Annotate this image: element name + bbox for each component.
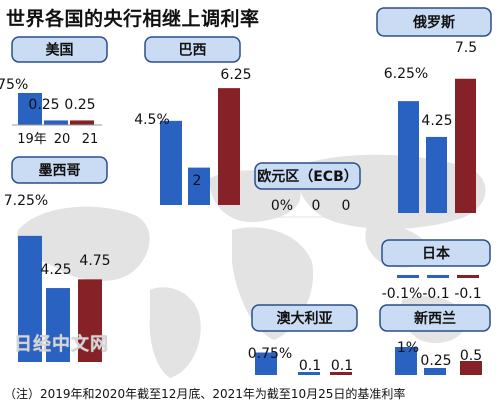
data-label: 6.25% bbox=[384, 66, 428, 82]
data-label: 0 bbox=[312, 198, 321, 214]
map-landmass bbox=[17, 206, 150, 282]
tick-label: 20 bbox=[54, 132, 71, 147]
data-label: 4.75 bbox=[79, 253, 110, 269]
tick-label: 19年 bbox=[17, 132, 47, 147]
bar bbox=[457, 275, 479, 278]
bar bbox=[218, 88, 240, 205]
data-label: 0.1 bbox=[299, 358, 321, 374]
panel-label: 欧元区（ECB） bbox=[257, 168, 358, 185]
bar bbox=[188, 167, 210, 205]
chart-title: 世界各国的央行相继上调利率 bbox=[6, 8, 260, 30]
bar bbox=[427, 275, 449, 278]
panel-label: 巴西 bbox=[179, 43, 207, 59]
data-label: 7.25% bbox=[4, 193, 48, 209]
panel-label: 墨西哥 bbox=[39, 163, 81, 179]
panel-3: 俄罗斯 6.25% 4.25 7.5 bbox=[376, 7, 492, 213]
panel-label-box bbox=[376, 7, 492, 37]
data-label: 0.25 bbox=[64, 97, 95, 113]
bar bbox=[46, 288, 70, 362]
data-label: 4.25 bbox=[421, 113, 452, 129]
panel-label: 美国 bbox=[46, 42, 74, 59]
data-label: 0.75% bbox=[248, 346, 292, 362]
bar bbox=[255, 352, 277, 375]
bar bbox=[455, 78, 476, 213]
bar bbox=[424, 368, 446, 375]
bar bbox=[398, 101, 419, 213]
panel-label: 俄罗斯 bbox=[412, 14, 455, 31]
bar bbox=[330, 372, 352, 375]
bar bbox=[426, 136, 447, 213]
map-landmass bbox=[149, 287, 201, 378]
panel-label-box bbox=[379, 304, 491, 332]
panel-label: 澳大利亚 bbox=[277, 310, 333, 327]
data-label: 4.25 bbox=[40, 262, 71, 278]
panel-label-box bbox=[11, 156, 108, 184]
panel-label: 日本 bbox=[422, 245, 451, 262]
panel-label-box bbox=[11, 36, 108, 63]
data-label: 0% bbox=[271, 198, 293, 214]
bar bbox=[18, 235, 42, 362]
bar bbox=[395, 347, 417, 375]
bar bbox=[18, 92, 42, 125]
panel-label-box bbox=[254, 162, 361, 190]
bar bbox=[160, 120, 182, 205]
footnote: （注）2019年和2020年截至12月底、2021年为截至10月25日的基准利率 bbox=[4, 387, 406, 401]
data-label: 6.25 bbox=[220, 67, 251, 83]
bar bbox=[70, 120, 94, 125]
data-label: 0.5 bbox=[460, 348, 482, 364]
data-label: 0.1 bbox=[331, 358, 353, 374]
data-label: 4.5% bbox=[134, 112, 170, 128]
panel-label-box bbox=[144, 36, 241, 63]
data-label: 0 bbox=[342, 198, 351, 214]
panel-4: 墨西哥 7.25% 4.25 4.75 bbox=[4, 156, 111, 362]
data-label: 7.5 bbox=[455, 40, 477, 56]
data-label: 2 bbox=[193, 173, 202, 189]
bar bbox=[78, 279, 102, 362]
panel-2: 巴西 4.5% 2 6.25 bbox=[134, 36, 252, 205]
panel-label: 新西兰 bbox=[414, 310, 456, 327]
panel-label-box bbox=[381, 239, 491, 267]
bar bbox=[44, 120, 68, 125]
data-label: 1.75% bbox=[0, 77, 28, 93]
panel-5: 欧元区（ECB） 0% 0 0 bbox=[254, 162, 361, 218]
watermark: 日经中文网 bbox=[14, 334, 109, 355]
data-label: 0.25 bbox=[28, 97, 59, 113]
data-label: -0.1 bbox=[454, 286, 481, 302]
data-label: 0.25 bbox=[420, 353, 451, 369]
data-label: -0.1% bbox=[382, 286, 423, 302]
panel-label-box bbox=[251, 304, 358, 332]
tick-label: 21 bbox=[82, 132, 99, 147]
data-label: 1% bbox=[397, 340, 419, 356]
panel-8: 新西兰 1%0.25 0.5 bbox=[379, 304, 491, 375]
bar bbox=[397, 275, 419, 278]
panel-7: 澳大利亚 0.75% 0.1 0.1 bbox=[248, 304, 358, 375]
bar bbox=[460, 361, 482, 375]
panel-6: 日本-0.1% -0.1 -0.1 bbox=[381, 239, 491, 302]
bar bbox=[298, 372, 320, 375]
data-label: -0.1 bbox=[422, 286, 449, 302]
